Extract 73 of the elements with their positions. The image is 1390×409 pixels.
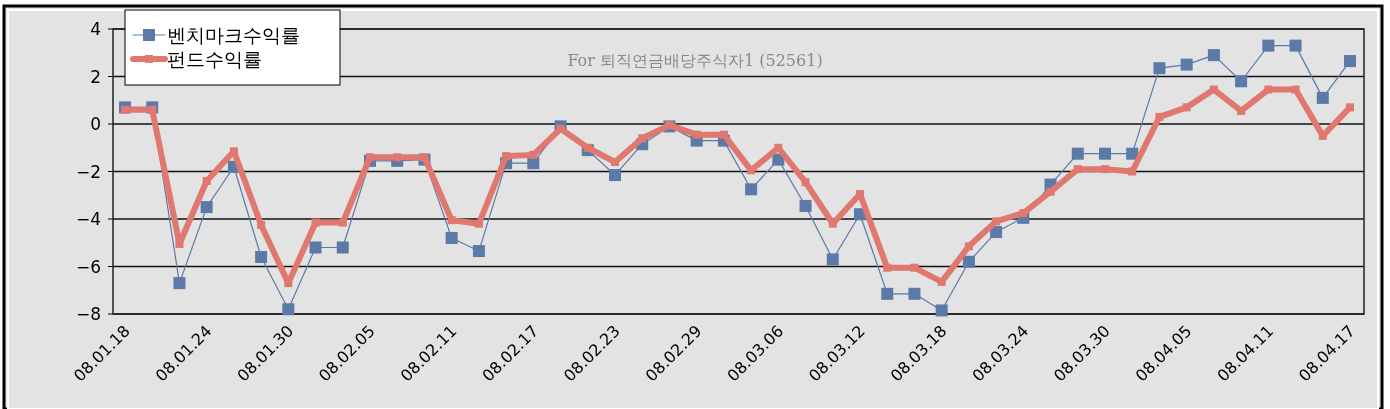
point bbox=[1207, 49, 1220, 62]
point bbox=[366, 153, 374, 162]
point bbox=[121, 105, 129, 114]
point bbox=[826, 253, 839, 266]
point bbox=[257, 220, 266, 229]
point bbox=[692, 130, 701, 139]
point bbox=[1237, 106, 1246, 115]
point bbox=[1155, 112, 1164, 121]
point bbox=[1264, 85, 1273, 94]
point bbox=[173, 277, 186, 290]
y-tick-label: 0 bbox=[90, 114, 101, 134]
point bbox=[910, 263, 919, 272]
point bbox=[992, 217, 1001, 226]
point bbox=[502, 152, 511, 161]
point bbox=[556, 124, 565, 133]
y-tick-label: 2 bbox=[90, 66, 101, 87]
point bbox=[1073, 165, 1082, 174]
point bbox=[420, 153, 429, 162]
point bbox=[937, 277, 946, 286]
point bbox=[611, 158, 619, 166]
point bbox=[282, 303, 295, 316]
point bbox=[529, 150, 538, 159]
point bbox=[908, 287, 921, 300]
point bbox=[175, 239, 184, 248]
point bbox=[881, 287, 894, 300]
point bbox=[799, 199, 812, 212]
y-tick-label: 4 bbox=[90, 19, 101, 39]
point bbox=[1019, 209, 1028, 218]
y-tick-label: −4 bbox=[75, 209, 101, 229]
point bbox=[1153, 62, 1166, 75]
point bbox=[883, 263, 892, 272]
point bbox=[336, 241, 349, 254]
text: For 퇴직연금배당주식자1 (52561) bbox=[567, 51, 823, 70]
point bbox=[311, 218, 320, 227]
point bbox=[1291, 85, 1300, 94]
point bbox=[745, 183, 758, 196]
point bbox=[1126, 147, 1139, 160]
point bbox=[801, 178, 810, 187]
point bbox=[1262, 39, 1275, 52]
legend-label: 펀드수익률 bbox=[167, 48, 262, 70]
point bbox=[284, 279, 293, 288]
y-tick-label: −8 bbox=[75, 304, 101, 324]
point bbox=[935, 304, 948, 317]
point bbox=[1344, 55, 1356, 68]
point bbox=[1071, 147, 1084, 160]
point bbox=[338, 218, 347, 227]
point bbox=[1209, 85, 1218, 94]
point bbox=[202, 177, 211, 185]
point bbox=[472, 245, 485, 258]
point bbox=[719, 130, 728, 139]
point bbox=[447, 216, 456, 225]
point bbox=[1180, 58, 1193, 71]
point bbox=[445, 232, 458, 244]
point bbox=[309, 241, 322, 254]
point bbox=[1346, 103, 1354, 112]
point bbox=[255, 251, 268, 263]
point bbox=[964, 242, 973, 251]
y-tick-label: −2 bbox=[75, 161, 101, 182]
point bbox=[200, 201, 213, 214]
point bbox=[474, 219, 483, 228]
legend-label: 벤치마크수익률 bbox=[167, 24, 300, 46]
point bbox=[1316, 91, 1329, 104]
point bbox=[583, 143, 592, 152]
point bbox=[1289, 39, 1302, 52]
y-tick-label: −6 bbox=[75, 256, 101, 277]
point bbox=[1182, 103, 1191, 112]
point bbox=[1046, 187, 1055, 196]
point bbox=[1099, 147, 1111, 160]
point bbox=[638, 134, 647, 143]
point bbox=[609, 169, 621, 182]
point bbox=[962, 255, 975, 268]
point bbox=[1235, 75, 1248, 88]
point bbox=[1128, 167, 1137, 176]
